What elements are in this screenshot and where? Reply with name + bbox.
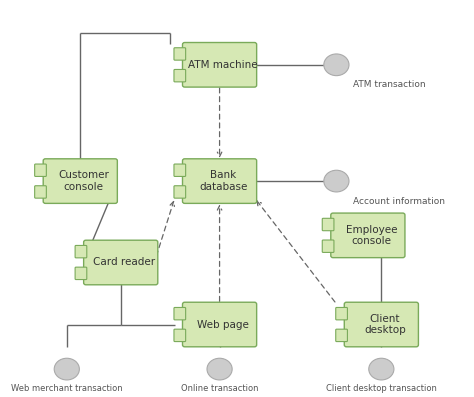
Text: Web merchant transaction: Web merchant transaction xyxy=(11,384,123,393)
Text: Web page: Web page xyxy=(197,320,249,330)
FancyBboxPatch shape xyxy=(344,302,419,347)
FancyBboxPatch shape xyxy=(174,186,186,198)
FancyBboxPatch shape xyxy=(35,164,46,176)
FancyBboxPatch shape xyxy=(322,240,334,252)
Text: Account information: Account information xyxy=(354,197,446,206)
FancyBboxPatch shape xyxy=(336,307,347,320)
Circle shape xyxy=(369,358,394,380)
Text: Client
desktop: Client desktop xyxy=(364,314,406,335)
Text: Client desktop transaction: Client desktop transaction xyxy=(326,384,437,393)
FancyBboxPatch shape xyxy=(174,48,186,60)
FancyBboxPatch shape xyxy=(174,164,186,176)
FancyBboxPatch shape xyxy=(35,186,46,198)
FancyBboxPatch shape xyxy=(174,329,186,341)
FancyBboxPatch shape xyxy=(182,42,256,87)
FancyBboxPatch shape xyxy=(322,218,334,231)
FancyBboxPatch shape xyxy=(75,267,87,279)
FancyBboxPatch shape xyxy=(182,302,256,347)
Circle shape xyxy=(324,170,349,192)
FancyBboxPatch shape xyxy=(174,69,186,82)
Text: ATM transaction: ATM transaction xyxy=(354,80,426,89)
Text: Card reader: Card reader xyxy=(93,258,155,268)
Text: Customer
console: Customer console xyxy=(58,170,109,192)
Text: ATM machine: ATM machine xyxy=(188,60,258,70)
Text: Bank
database: Bank database xyxy=(199,170,247,192)
Circle shape xyxy=(54,358,79,380)
FancyBboxPatch shape xyxy=(331,213,405,258)
Circle shape xyxy=(207,358,232,380)
FancyBboxPatch shape xyxy=(83,240,158,285)
Text: Employee
console: Employee console xyxy=(346,225,397,246)
FancyBboxPatch shape xyxy=(75,245,87,258)
Circle shape xyxy=(324,54,349,76)
FancyBboxPatch shape xyxy=(182,159,256,203)
FancyBboxPatch shape xyxy=(336,329,347,341)
FancyBboxPatch shape xyxy=(43,159,118,203)
FancyBboxPatch shape xyxy=(174,307,186,320)
Text: Online transaction: Online transaction xyxy=(181,384,258,393)
